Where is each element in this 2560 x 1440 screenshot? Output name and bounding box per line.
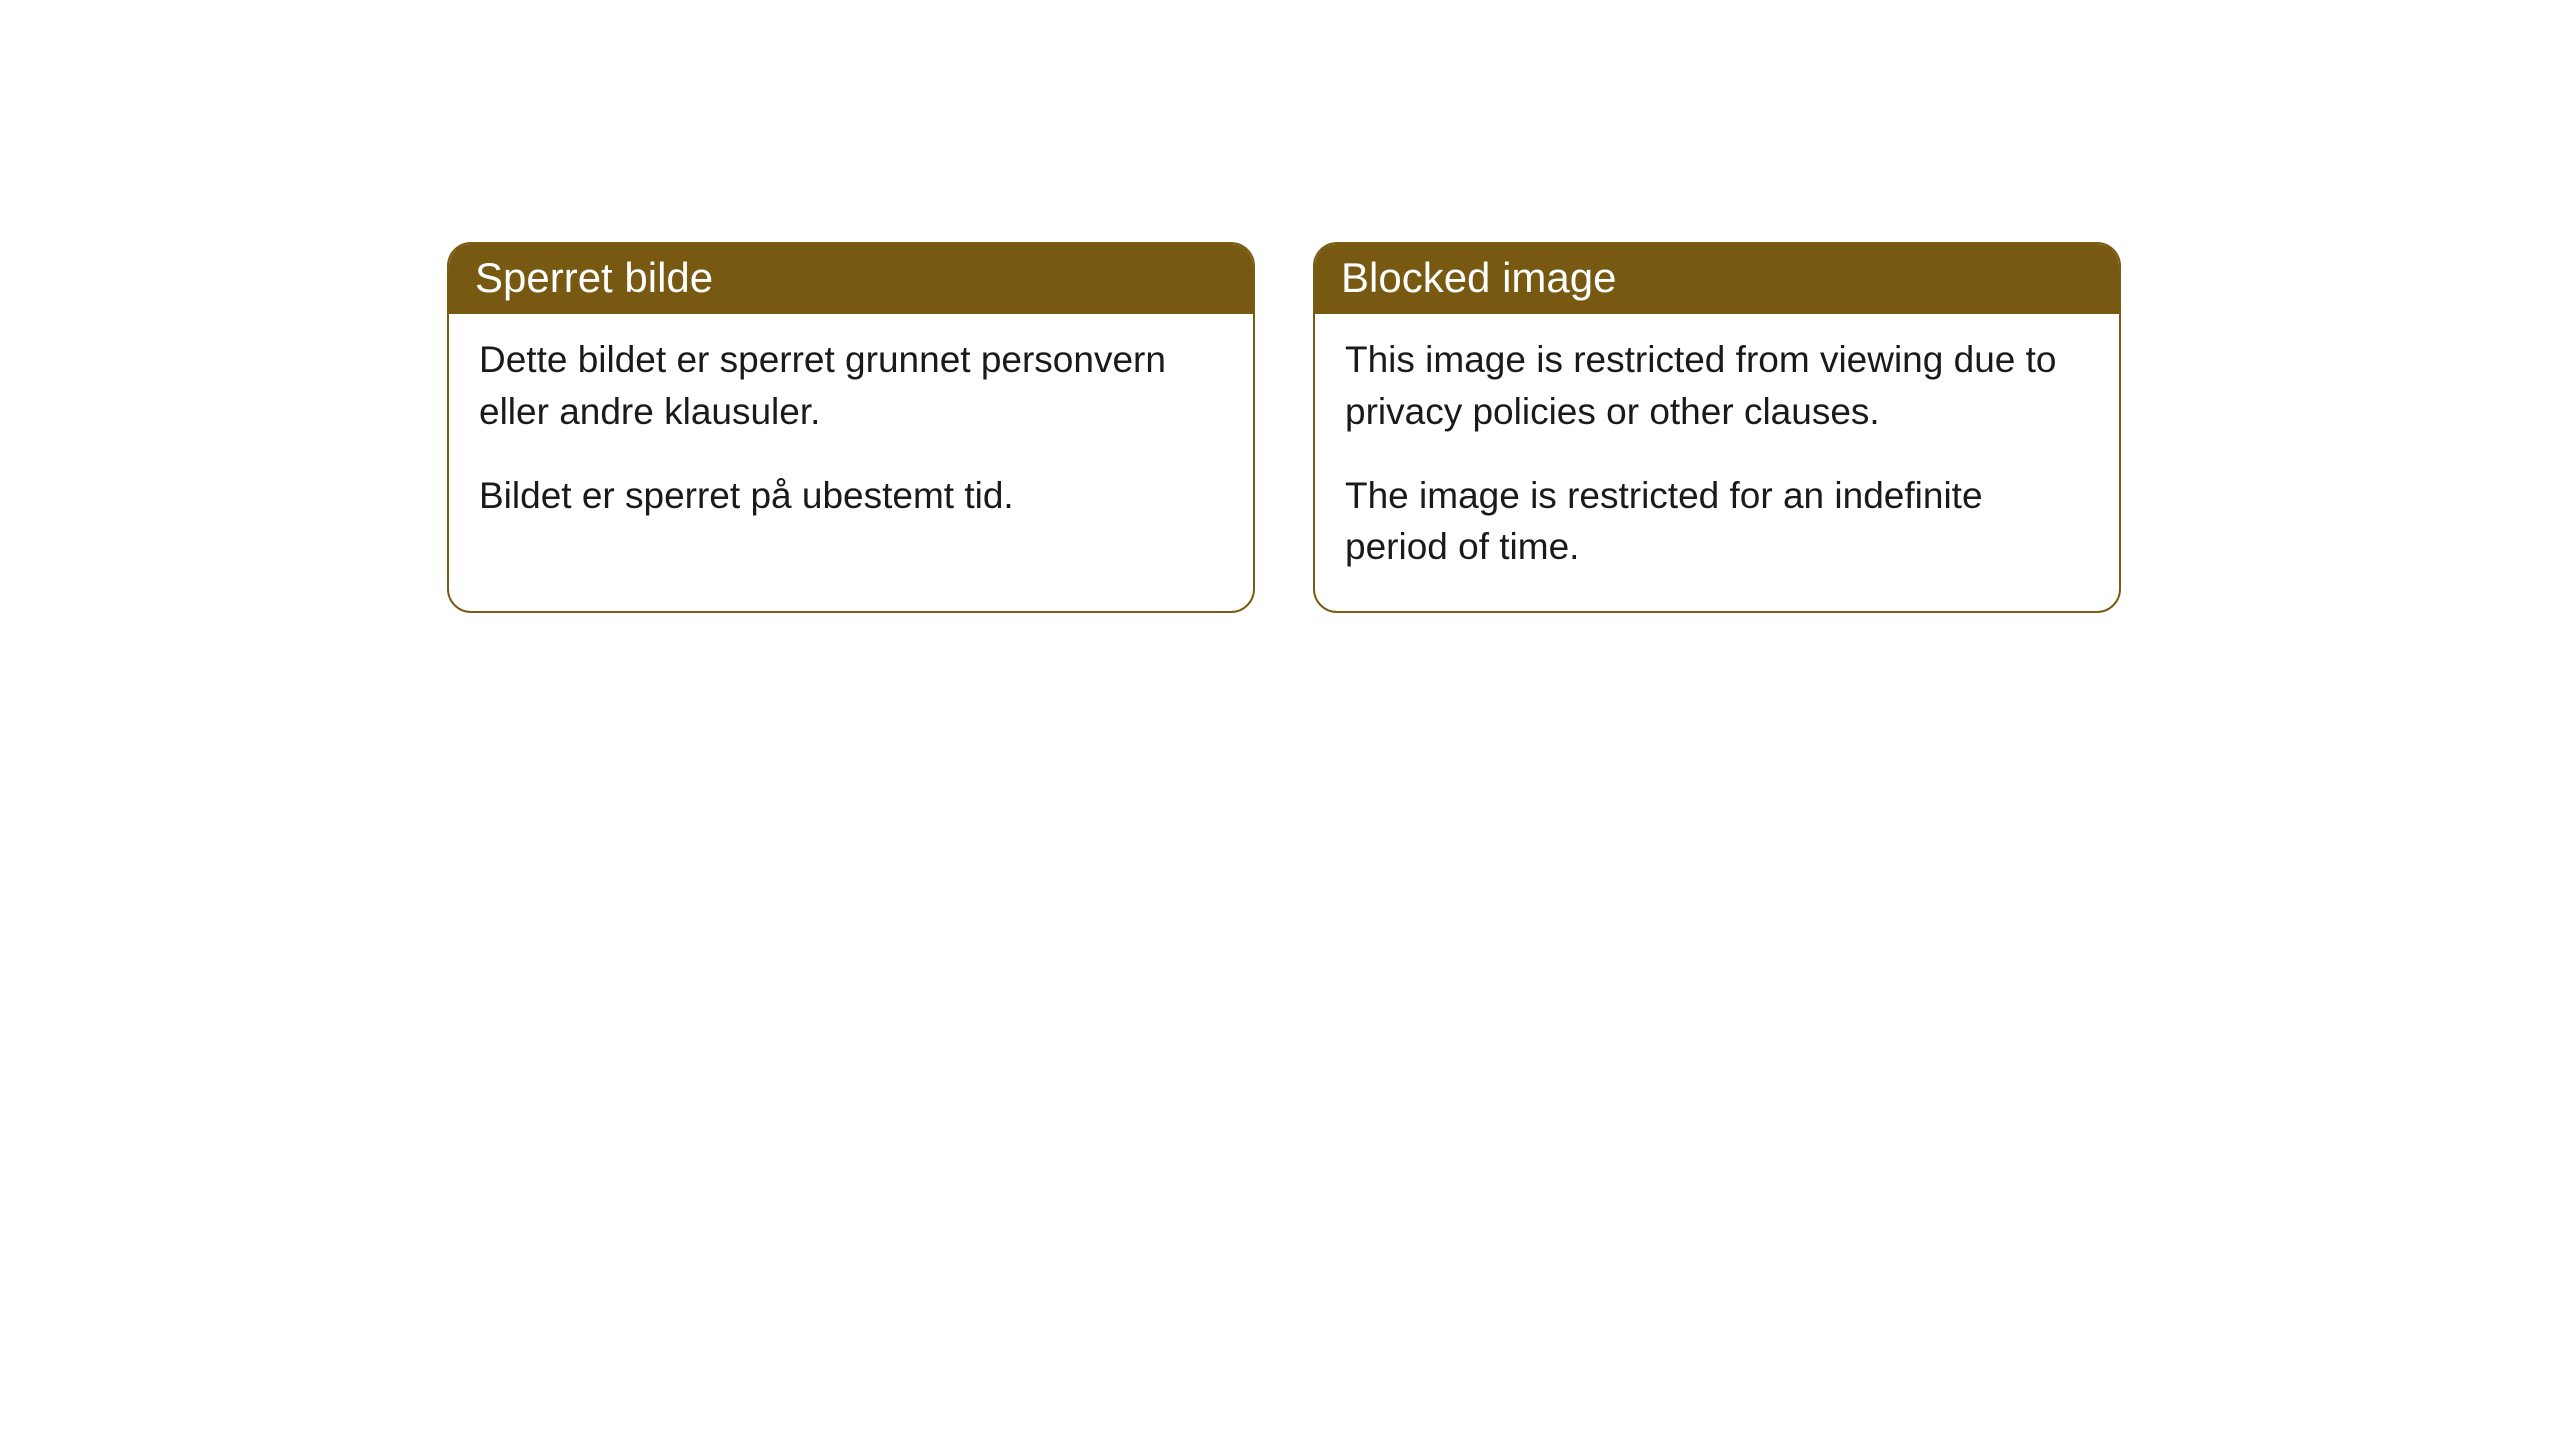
notice-card-english: Blocked image This image is restricted f…: [1313, 242, 2121, 613]
card-body-norwegian: Dette bildet er sperret grunnet personve…: [449, 314, 1253, 559]
card-title-english: Blocked image: [1341, 254, 1616, 301]
notice-card-norwegian: Sperret bilde Dette bildet er sperret gr…: [447, 242, 1255, 613]
card-paragraph-2-english: The image is restricted for an indefinit…: [1345, 470, 2089, 574]
card-body-english: This image is restricted from viewing du…: [1315, 314, 2119, 611]
card-title-norwegian: Sperret bilde: [475, 254, 713, 301]
card-header-norwegian: Sperret bilde: [449, 244, 1253, 314]
card-paragraph-1-norwegian: Dette bildet er sperret grunnet personve…: [479, 334, 1223, 438]
notice-cards-container: Sperret bilde Dette bildet er sperret gr…: [447, 242, 2121, 613]
card-paragraph-2-norwegian: Bildet er sperret på ubestemt tid.: [479, 470, 1223, 522]
card-header-english: Blocked image: [1315, 244, 2119, 314]
card-paragraph-1-english: This image is restricted from viewing du…: [1345, 334, 2089, 438]
